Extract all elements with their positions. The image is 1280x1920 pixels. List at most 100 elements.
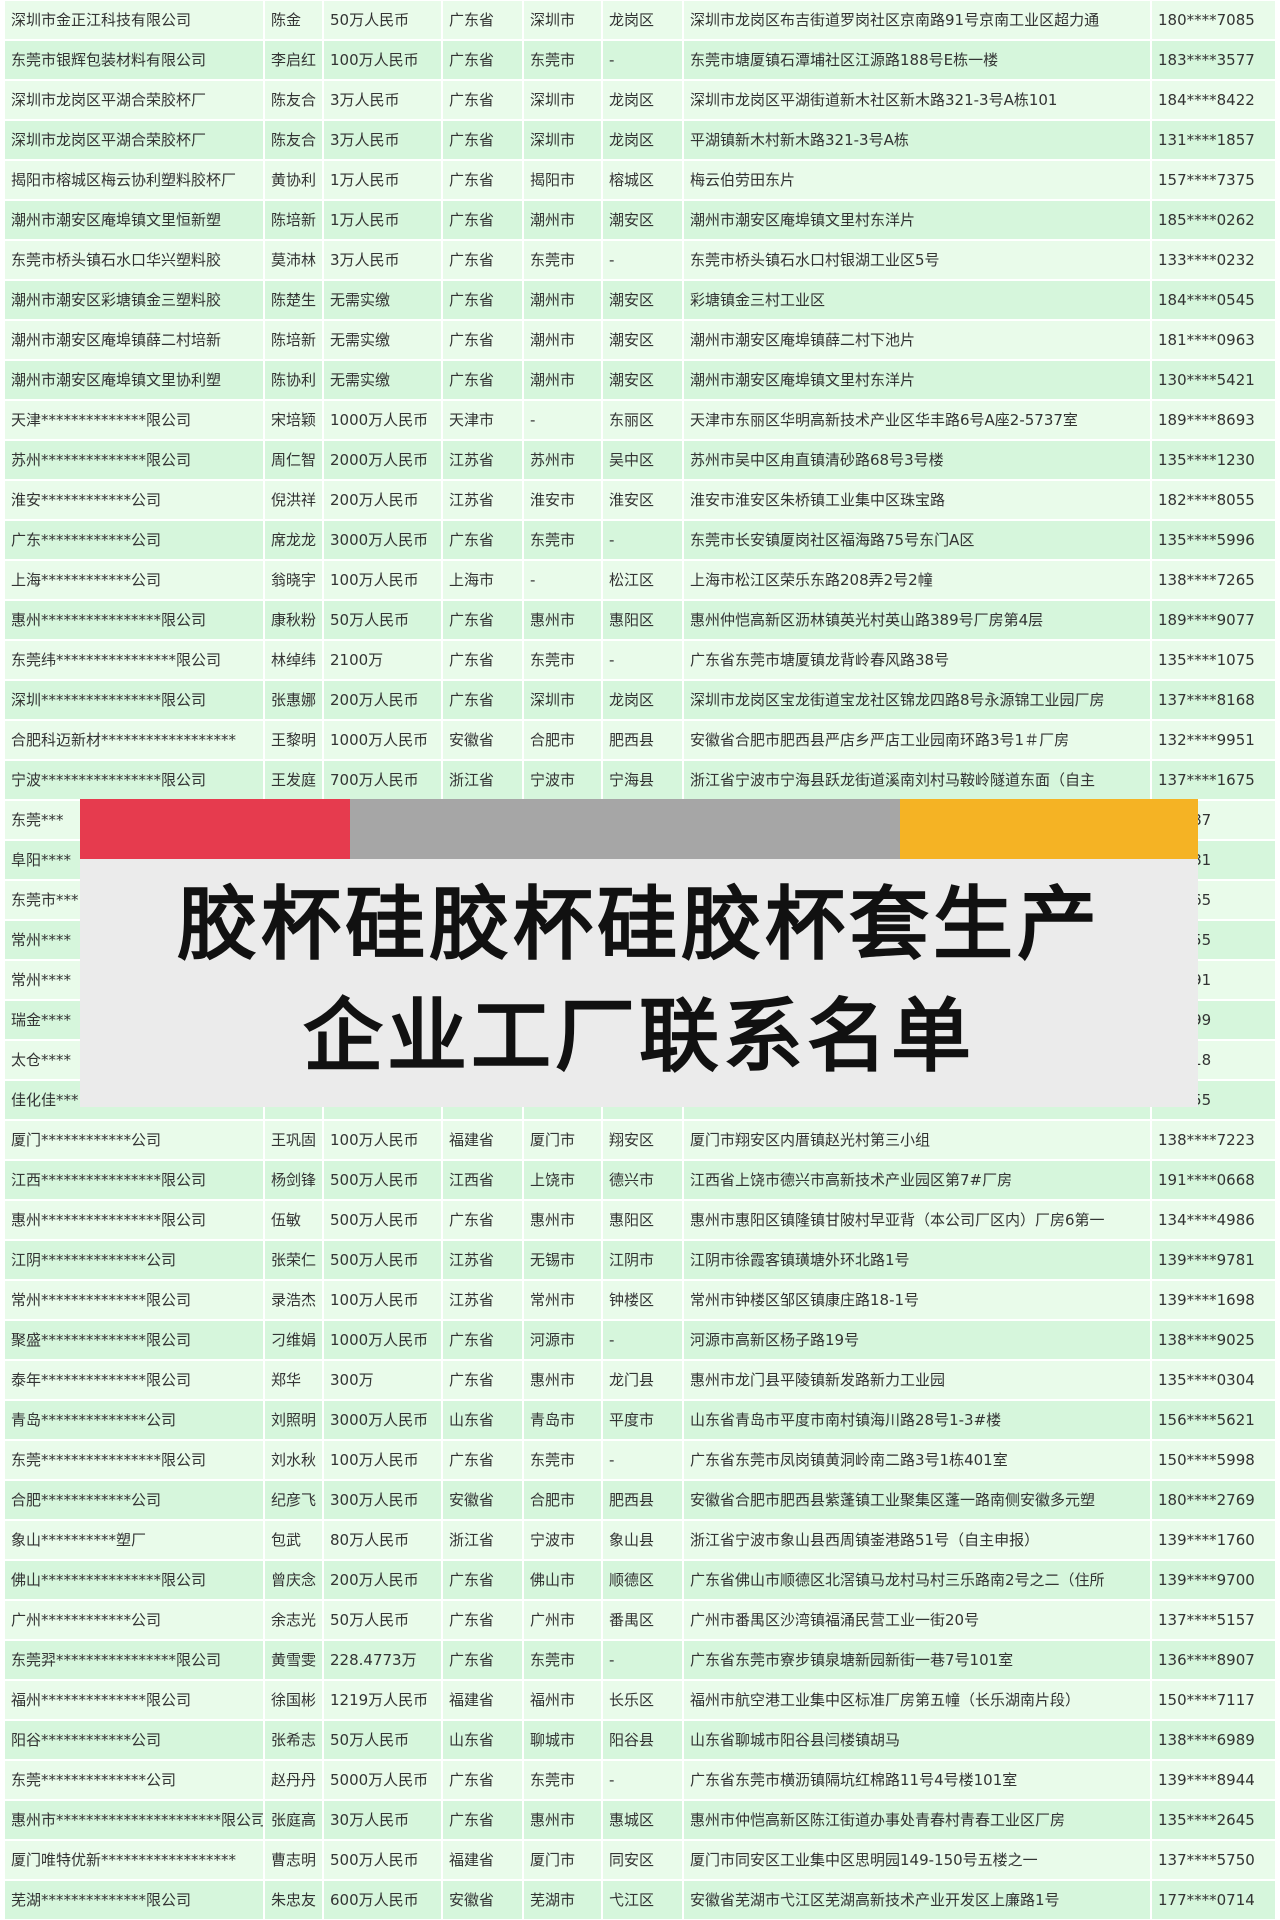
city-cell: 宁波市	[524, 761, 601, 799]
district-cell: 淮安区	[603, 481, 682, 519]
phone-cell: 139****1698	[1152, 1281, 1275, 1319]
district-cell: 潮安区	[603, 201, 682, 239]
gray-stripe	[350, 799, 900, 859]
district-cell: 长乐区	[603, 1681, 682, 1719]
capital-cell: 2000万人民币	[324, 441, 441, 479]
company-cell: 东莞纬****************限公司	[5, 641, 263, 679]
district-cell: 榕城区	[603, 161, 682, 199]
contact-cell: 郑华	[265, 1361, 322, 1399]
province-cell: 广东省	[443, 281, 522, 319]
province-cell: 山东省	[443, 1721, 522, 1759]
capital-cell: 3000万人民币	[324, 1401, 441, 1439]
province-cell: 广东省	[443, 241, 522, 279]
company-cell: 象山**********塑厂	[5, 1521, 263, 1559]
city-cell: 潮州市	[524, 281, 601, 319]
address-cell: 浙江省宁波市宁海县跃龙街道溪南刘村马鞍岭隧道东面（自主	[684, 761, 1150, 799]
district-cell: 松江区	[603, 561, 682, 599]
contact-cell: 黄雪雯	[265, 1641, 322, 1679]
company-cell: 聚盛**************限公司	[5, 1321, 263, 1359]
capital-cell: 200万人民币	[324, 1561, 441, 1599]
capital-cell: 30万人民币	[324, 1801, 441, 1839]
capital-cell: 50万人民币	[324, 1721, 441, 1759]
title-line: 企业工厂联系名单	[303, 990, 975, 1083]
district-cell: 肥西县	[603, 721, 682, 759]
company-cell: 江阴**************公司	[5, 1241, 263, 1279]
contact-cell: 陈培新	[265, 201, 322, 239]
capital-cell: 3000万人民币	[324, 521, 441, 559]
district-cell: 潮安区	[603, 361, 682, 399]
city-cell: 深圳市	[524, 121, 601, 159]
province-cell: 福建省	[443, 1681, 522, 1719]
address-cell: 惠州市仲恺高新区陈江街道办事处青春村青春工业区厂房	[684, 1801, 1150, 1839]
city-cell: 东莞市	[524, 41, 601, 79]
phone-cell: 138****7265	[1152, 561, 1275, 599]
phone-cell: 189****8693	[1152, 401, 1275, 439]
address-cell: 深圳市龙岗区平湖街道新木社区新木路321-3号A栋101	[684, 81, 1150, 119]
province-cell: 广东省	[443, 41, 522, 79]
phone-cell: 131****1857	[1152, 121, 1275, 159]
province-cell: 广东省	[443, 1601, 522, 1639]
province-cell: 广东省	[443, 1561, 522, 1599]
address-cell: 潮州市潮安区庵埠镇文里村东洋片	[684, 201, 1150, 239]
province-cell: 广东省	[443, 1, 522, 39]
company-cell: 青岛**************公司	[5, 1401, 263, 1439]
capital-cell: 500万人民币	[324, 1201, 441, 1239]
phone-cell: 183****3577	[1152, 41, 1275, 79]
city-cell: 宁波市	[524, 1521, 601, 1559]
city-cell: 潮州市	[524, 361, 601, 399]
address-cell: 河源市高新区杨子路19号	[684, 1321, 1150, 1359]
capital-cell: 无需实缴	[324, 321, 441, 359]
district-cell: 潮安区	[603, 281, 682, 319]
contact-cell: 张惠娜	[265, 681, 322, 719]
district-cell: -	[603, 1761, 682, 1799]
city-cell: 合肥市	[524, 1481, 601, 1519]
phone-cell: 135****1230	[1152, 441, 1275, 479]
address-cell: 潮州市潮安区庵埠镇文里村东洋片	[684, 361, 1150, 399]
phone-cell: 156****5621	[1152, 1401, 1275, 1439]
capital-cell: 1219万人民币	[324, 1681, 441, 1719]
address-cell: 惠州市龙门县平陵镇新发路新力工业园	[684, 1361, 1150, 1399]
contact-cell: 杨剑锋	[265, 1161, 322, 1199]
district-cell: 象山县	[603, 1521, 682, 1559]
company-cell: 佛山****************限公司	[5, 1561, 263, 1599]
district-cell: 番禺区	[603, 1601, 682, 1639]
contact-cell: 曹志明	[265, 1841, 322, 1879]
district-cell: 龙门县	[603, 1361, 682, 1399]
company-cell: 东莞**************公司	[5, 1761, 263, 1799]
capital-cell: 100万人民币	[324, 1281, 441, 1319]
province-cell: 江苏省	[443, 1281, 522, 1319]
contact-cell: 录浩杰	[265, 1281, 322, 1319]
capital-cell: 200万人民币	[324, 481, 441, 519]
province-cell: 广东省	[443, 681, 522, 719]
capital-cell: 500万人民币	[324, 1161, 441, 1199]
district-cell: 阳谷县	[603, 1721, 682, 1759]
capital-cell: 无需实缴	[324, 361, 441, 399]
province-cell: 浙江省	[443, 1521, 522, 1559]
address-cell: 惠州仲恺高新区沥林镇英光村英山路389号厂房第4层	[684, 601, 1150, 639]
contact-cell: 刘照明	[265, 1401, 322, 1439]
contact-cell: 刘水秋	[265, 1441, 322, 1479]
province-cell: 广东省	[443, 1641, 522, 1679]
address-cell: 广东省东莞市塘厦镇龙背岭春风路38号	[684, 641, 1150, 679]
phone-cell: 138****7223	[1152, 1121, 1275, 1159]
address-cell: 广东省东莞市寮步镇泉塘新园新街一巷7号101室	[684, 1641, 1150, 1679]
contact-cell: 黄协利	[265, 161, 322, 199]
district-cell: 翔安区	[603, 1121, 682, 1159]
contact-cell: 伍敏	[265, 1201, 322, 1239]
province-cell: 广东省	[443, 1201, 522, 1239]
phone-cell: 177****0714	[1152, 1881, 1275, 1919]
company-cell: 惠州****************限公司	[5, 1201, 263, 1239]
company-cell: 深圳市龙岗区平湖合荣胶杯厂	[5, 121, 263, 159]
contact-cell: 曾庆念	[265, 1561, 322, 1599]
district-cell: -	[603, 241, 682, 279]
company-cell: 厦门************公司	[5, 1121, 263, 1159]
orange-stripe	[900, 799, 1198, 859]
contact-cell: 李启红	[265, 41, 322, 79]
capital-cell: 3万人民币	[324, 81, 441, 119]
company-cell: 东莞羿****************限公司	[5, 1641, 263, 1679]
contact-cell: 王黎明	[265, 721, 322, 759]
city-cell: 深圳市	[524, 1, 601, 39]
phone-cell: 136****8907	[1152, 1641, 1275, 1679]
province-cell: 广东省	[443, 1361, 522, 1399]
district-cell: -	[603, 1441, 682, 1479]
